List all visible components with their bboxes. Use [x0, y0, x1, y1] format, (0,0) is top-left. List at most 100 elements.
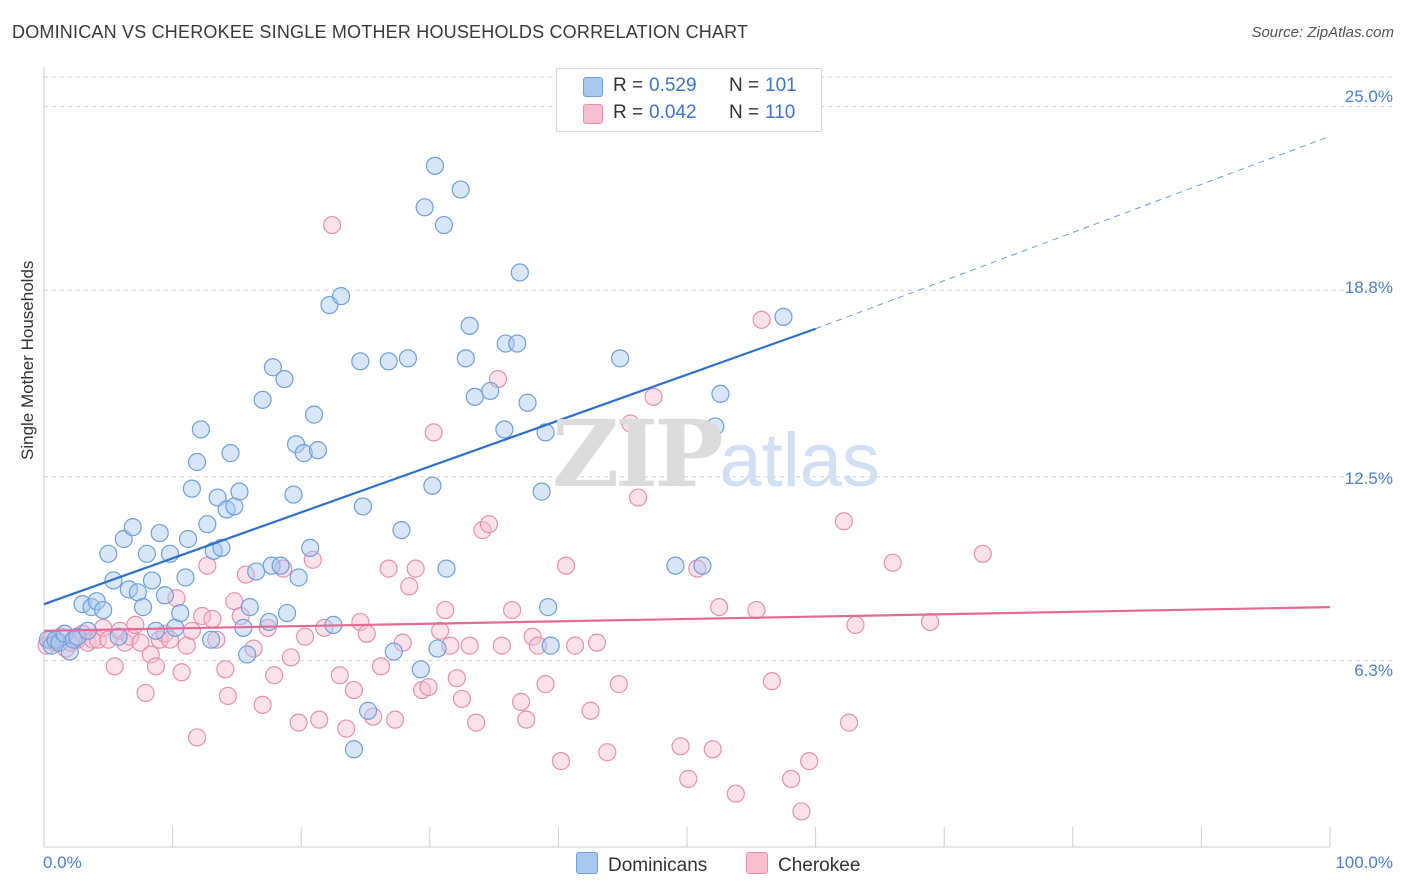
cherokee-point: [512, 692, 531, 711]
dominican-point: [187, 452, 207, 472]
cherokee-point: [752, 310, 771, 329]
legend-swatch-dominicans: [583, 77, 603, 97]
dominican-point: [263, 358, 283, 377]
cherokee-point: [289, 713, 308, 732]
cherokee-point: [337, 719, 356, 738]
dominican-point: [191, 420, 210, 439]
dominican-point: [465, 387, 484, 406]
dominican-point: [221, 444, 240, 463]
cherokee-point: [187, 728, 207, 747]
dominican-point: [611, 349, 630, 368]
dominican-point: [253, 390, 272, 409]
watermark: ZIPatlas: [552, 400, 880, 508]
dominican-point: [171, 603, 190, 623]
cherokee-point: [385, 710, 405, 729]
dominican-point: [294, 444, 313, 463]
dominican-point: [176, 568, 195, 587]
legend-n-value: 110: [765, 102, 796, 123]
dominican-point: [109, 627, 128, 646]
dominican-point: [284, 485, 303, 504]
cherokee-point: [551, 752, 571, 771]
legend-r-label: R =: [613, 102, 644, 123]
legend-swatch-dominicans: [576, 852, 598, 874]
dominican-point: [415, 198, 434, 217]
cherokee-point: [609, 675, 628, 694]
cherokee-point: [274, 559, 293, 578]
watermark-atlas: atlas: [719, 418, 880, 503]
legend-r-value: 0.042: [649, 102, 697, 123]
cherokee-point: [436, 600, 455, 620]
cherokee-point: [621, 414, 640, 433]
cherokee-point: [747, 600, 766, 620]
cherokee-point: [400, 577, 419, 596]
cherokee-point: [371, 657, 391, 676]
legend-n-value: 101: [765, 75, 797, 96]
cherokee-point: [430, 621, 450, 640]
dominican-point: [425, 156, 445, 175]
dominican-point: [532, 482, 551, 501]
dominican-point: [456, 349, 475, 368]
dominican-point: [379, 352, 398, 371]
cherokee-point: [566, 636, 585, 655]
dominican-point: [481, 381, 500, 401]
cherokee-point: [344, 680, 364, 700]
dominican-point: [182, 479, 201, 498]
dominican-point: [711, 384, 730, 403]
cherokee-point: [141, 645, 160, 664]
cherokee-point: [726, 784, 745, 803]
y-tick-label-25-0: 25.0%: [1344, 87, 1393, 106]
cherokee-point: [295, 627, 315, 646]
cherokee-point: [203, 609, 222, 629]
dominican-point: [398, 349, 418, 368]
cherokee-point: [883, 553, 902, 572]
cherokee-point: [330, 666, 349, 685]
dominican-point: [541, 636, 560, 655]
cherokee-point: [207, 630, 226, 649]
dominican-point: [123, 518, 142, 537]
dominican-point: [539, 598, 558, 617]
cherokee-point: [193, 606, 212, 626]
cherokee-point: [834, 512, 853, 531]
cherokee-point: [236, 565, 256, 584]
cherokee-point: [253, 695, 272, 714]
cherokee-point: [973, 544, 992, 563]
x-tick-label-max: 100.0%: [1335, 853, 1393, 872]
dominican-point: [344, 740, 364, 759]
dominican-point: [437, 559, 456, 578]
dominican-point: [536, 423, 555, 442]
cherokee-point: [629, 488, 648, 507]
dominican-point: [178, 529, 198, 549]
cherokee-point: [581, 701, 600, 720]
axes: [43, 67, 1331, 848]
dominican-point: [495, 420, 514, 439]
cherokee-point: [503, 600, 522, 620]
cherokee-point: [782, 769, 801, 788]
legend-r-label: R =: [613, 75, 644, 96]
y-tick-label-12-5: 12.5%: [1344, 469, 1393, 488]
cherokee-point: [167, 589, 186, 608]
dominican-point: [155, 586, 174, 605]
x-tick-label-min: 0.0%: [43, 853, 82, 872]
cherokee-point: [105, 657, 124, 676]
cherokee-point: [310, 710, 329, 729]
cherokee-point: [110, 621, 129, 640]
cherokee-point: [536, 675, 555, 694]
dominican-point: [774, 307, 793, 326]
legend-label-cherokee: Cherokee: [778, 855, 861, 876]
dominican-point: [693, 556, 712, 575]
cherokee-point: [265, 666, 284, 685]
dominican-point: [230, 482, 249, 501]
cherokee-point: [839, 713, 859, 732]
dominican-points: [38, 156, 793, 759]
legend-swatch-cherokee: [583, 104, 603, 124]
cherokee-point: [281, 648, 301, 667]
cherokee-point: [452, 689, 472, 709]
dominican-point: [428, 639, 447, 658]
dominican-point: [384, 642, 403, 661]
dominican-point: [308, 441, 328, 460]
cherokee-point: [357, 624, 376, 643]
dominican-point: [99, 544, 118, 563]
dominican-point: [508, 334, 527, 353]
source-label: Source: ZipAtlas.com: [1251, 24, 1394, 41]
